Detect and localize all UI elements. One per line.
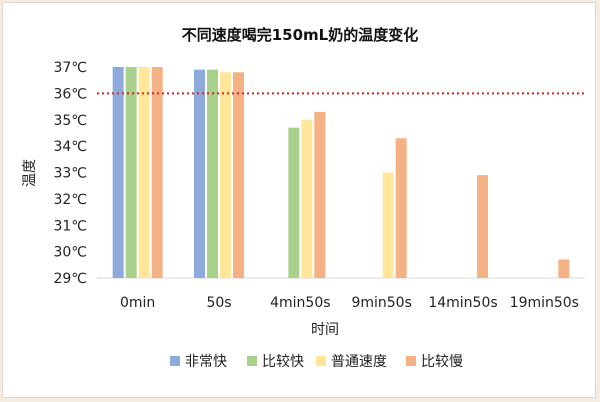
bar-4-50s <box>233 72 244 279</box>
y-axis-title: 温度 <box>22 159 38 187</box>
bar-2-50s <box>207 69 218 278</box>
legend-label: 非常快 <box>185 354 227 370</box>
bar-4-0min <box>151 67 163 278</box>
bar-3-50s <box>220 72 231 279</box>
bar-3-0min <box>138 67 150 278</box>
legend-label: 比较快 <box>262 354 304 370</box>
bars <box>112 67 570 279</box>
y-tick-label: 32℃ <box>53 192 87 208</box>
x-tick-label: 50s <box>206 295 231 311</box>
chart-title: 不同速度喝完150mL奶的温度变化 <box>182 26 419 44</box>
bar-1-50s <box>194 69 205 278</box>
chart-frame: 不同速度喝完150mL奶的温度变化 29℃ 30℃ 31℃ 32℃ 33℃ 34℃ 35℃ 3… <box>2 2 596 398</box>
legend-swatch <box>247 356 257 366</box>
y-tick-label: 37℃ <box>53 60 87 76</box>
y-tick-label: 35℃ <box>53 113 87 129</box>
bar-3-9min50s <box>382 172 394 278</box>
y-axis-ticks: 29℃ 30℃ 31℃ 32℃ 33℃ 34℃ 35℃ 36℃ 37℃ <box>53 60 87 287</box>
y-tick-label: 31℃ <box>53 218 87 234</box>
legend-swatch <box>316 356 326 366</box>
y-tick-label: 30℃ <box>53 245 87 261</box>
bar-4-4min50s <box>314 111 326 279</box>
x-tick-label: 9min50s <box>351 295 411 311</box>
x-tick-label: 19min50s <box>510 295 579 311</box>
bar-3-4min50s <box>301 119 313 278</box>
legend-swatch <box>170 356 180 366</box>
x-axis-ticks: 0min 50s 4min50s 9min50s 14min50s 19min50s <box>120 295 579 311</box>
y-tick-label: 33℃ <box>53 166 87 182</box>
bar-2-4min50s <box>288 127 300 278</box>
bar-4-14min50s <box>477 175 488 278</box>
bar-4-9min50s <box>395 138 407 278</box>
x-tick-label: 4min50s <box>270 295 330 311</box>
legend: 非常快 比较快 普通速度 比较慢 <box>170 353 463 370</box>
x-axis-title: 时间 <box>311 322 339 338</box>
x-tick-label: 14min50s <box>428 295 497 311</box>
bar-1-0min <box>112 67 124 278</box>
legend-swatch <box>406 356 416 366</box>
bar-2-0min <box>125 67 137 278</box>
y-tick-label: 29℃ <box>53 271 87 287</box>
bar-4-19min50s <box>558 259 570 278</box>
x-tick-label: 0min <box>120 295 155 311</box>
y-tick-label: 36℃ <box>53 86 87 102</box>
y-tick-label: 34℃ <box>53 139 87 155</box>
legend-label: 普通速度 <box>331 354 387 370</box>
bar-chart: 不同速度喝完150mL奶的温度变化 29℃ 30℃ 31℃ 32℃ 33℃ 34℃ 35℃ 3… <box>22 26 585 370</box>
legend-label: 比较慢 <box>421 353 463 370</box>
